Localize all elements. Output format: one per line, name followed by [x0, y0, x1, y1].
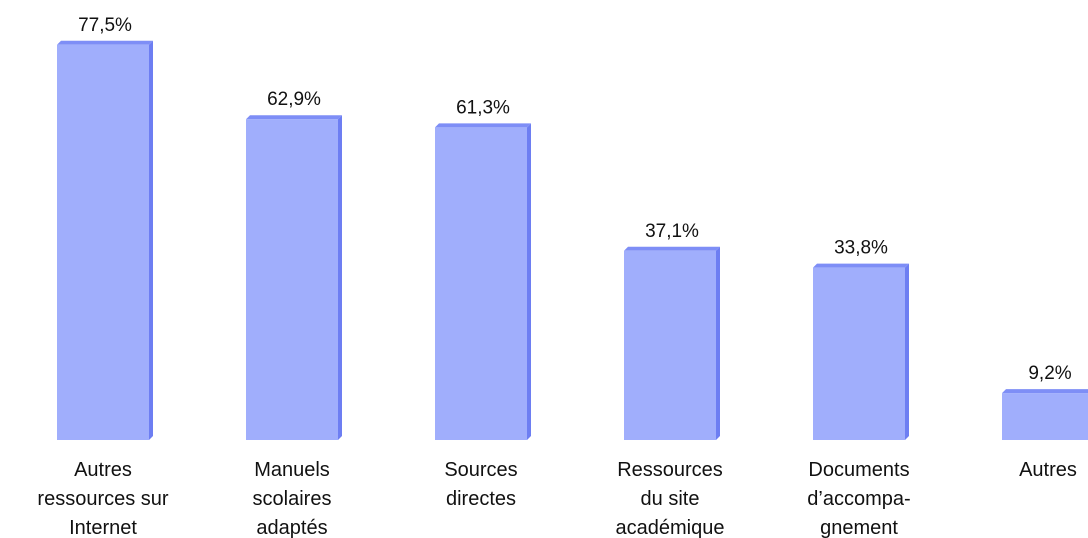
bar-top [57, 40, 153, 45]
data-label: 9,2% [1028, 363, 1071, 384]
bar [1002, 393, 1088, 440]
x-tick-label: Manuels scolaires adaptés [252, 459, 332, 538]
data-label: 37,1% [645, 221, 699, 242]
x-tick-label: Autres [1019, 459, 1077, 481]
x-tick-label: Autres ressources sur Internet [37, 459, 169, 538]
bar-side [716, 246, 720, 440]
bar [624, 250, 716, 440]
bar-top [813, 263, 909, 268]
bar [246, 119, 338, 441]
bar [813, 267, 905, 440]
x-tick-label: Sources directes [444, 459, 518, 510]
bar-top [624, 246, 720, 251]
data-label: 77,5% [78, 15, 132, 36]
bar-side [338, 115, 342, 441]
bar-side [527, 123, 531, 441]
x-tick-label: Ressources du site académique [615, 459, 725, 538]
bar-top [1002, 389, 1088, 394]
data-label: 62,9% [267, 89, 321, 110]
bar-top [435, 123, 531, 128]
bar-top [246, 115, 342, 120]
bar-side [149, 40, 153, 440]
bar [435, 127, 527, 441]
bar-side [905, 263, 909, 440]
x-tick-label: Documents d’accompa- gnement [807, 459, 911, 538]
data-label: 33,8% [834, 238, 888, 259]
data-label: 61,3% [456, 97, 510, 118]
bar [57, 44, 149, 440]
